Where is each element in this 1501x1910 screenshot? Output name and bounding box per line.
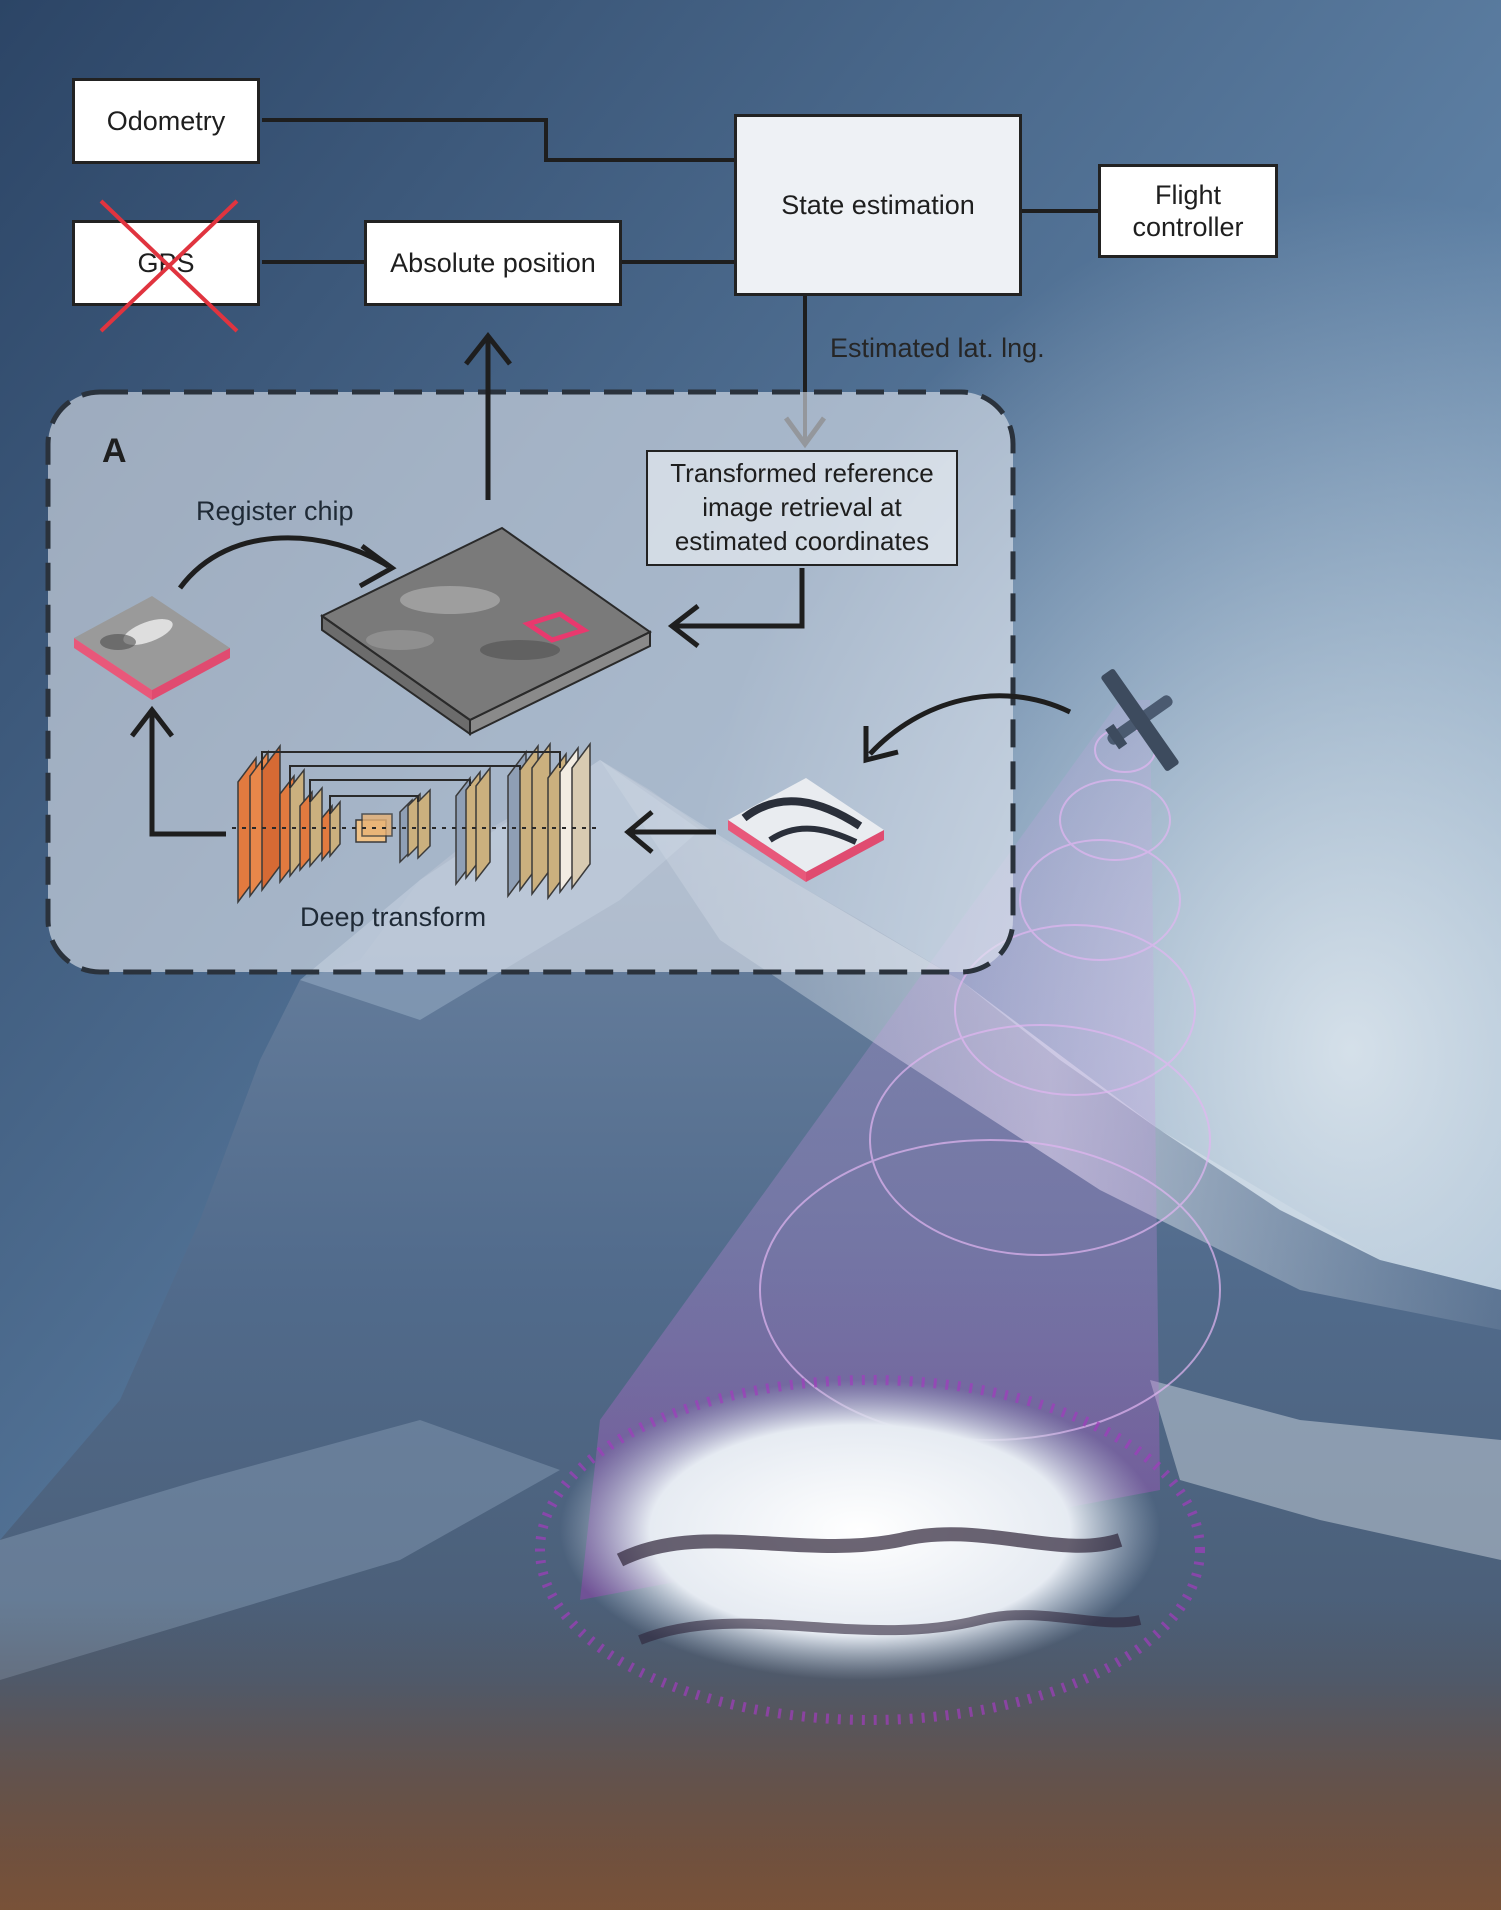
reference-map-tile-icon xyxy=(320,526,652,736)
odometry-to-state-connector xyxy=(262,118,734,162)
reference-retrieval-node: Transformed reference image retrieval at… xyxy=(646,450,958,566)
panel-letter: A xyxy=(102,432,127,470)
flight-controller-node: Flight controller xyxy=(1098,164,1278,258)
absolute-position-label: Absolute position xyxy=(390,247,596,278)
reference-label-line1: Transformed reference xyxy=(670,458,934,489)
odometry-node: Odometry xyxy=(72,78,260,164)
fixed-wing-drone-icon xyxy=(1101,669,1179,771)
network-to-chip-arrow xyxy=(149,712,226,837)
registered-chip-icon xyxy=(74,596,230,700)
state-estimation-node: State estimation xyxy=(734,114,1022,296)
captured-aerial-chip-icon xyxy=(728,778,884,882)
estimated-lat-lng-label: Estimated lat. lng. xyxy=(830,333,1045,363)
aircraft-to-chip-arrow xyxy=(868,693,1072,756)
state-estimation-label: State estimation xyxy=(781,189,975,220)
red-x-cross-icon xyxy=(99,199,239,333)
reference-to-map-arrow xyxy=(676,568,805,629)
reference-label-line3: estimated coordinates xyxy=(674,525,930,556)
reference-label-line2: image retrieval at xyxy=(702,492,902,523)
absolute-position-node: Absolute position xyxy=(364,220,622,306)
register-chip-arrow xyxy=(177,535,390,590)
flight-controller-label-line2: controller xyxy=(1132,212,1244,242)
deep-transform-network-icon xyxy=(232,741,596,905)
gps-node: GPS xyxy=(72,199,260,333)
chip-location-marker xyxy=(522,611,590,643)
deep-transform-label: Deep transform xyxy=(300,902,487,932)
register-chip-label: Register chip xyxy=(196,496,354,526)
flight-controller-label-line1: Flight xyxy=(1154,179,1222,210)
odometry-label: Odometry xyxy=(106,105,226,136)
